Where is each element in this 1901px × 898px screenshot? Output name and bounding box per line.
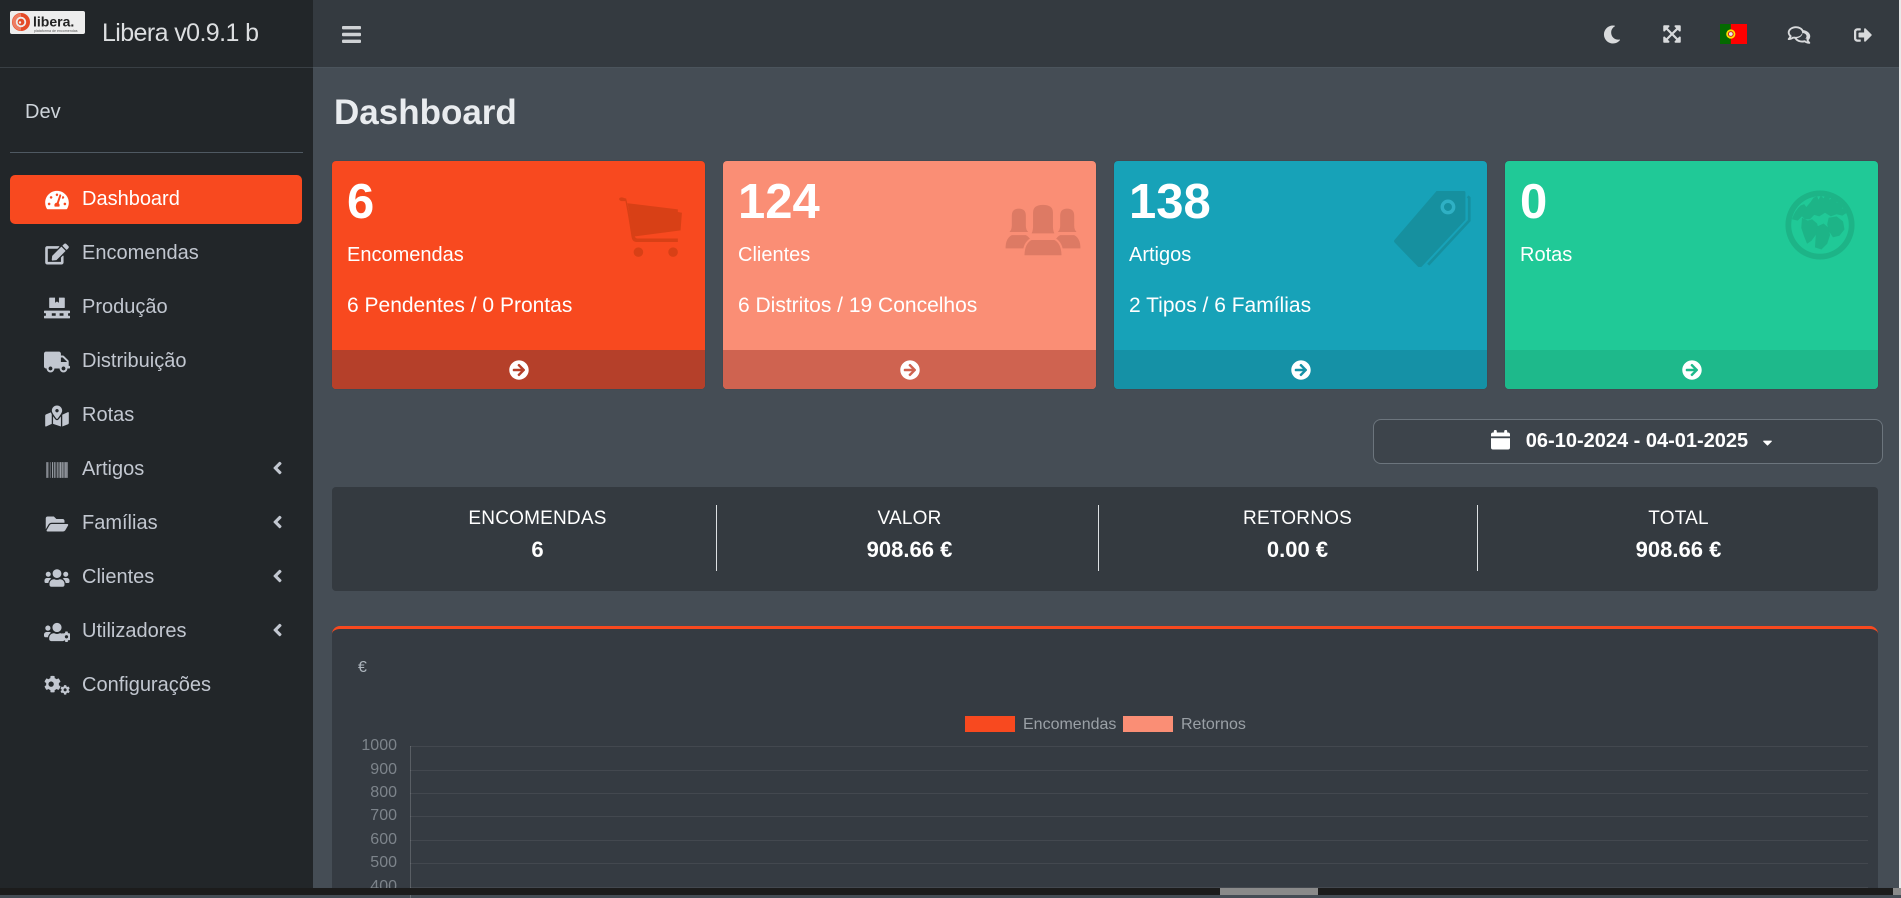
svg-text:plataforma de encomendas: plataforma de encomendas — [34, 29, 78, 33]
svg-text:libera.: libera. — [33, 14, 74, 30]
